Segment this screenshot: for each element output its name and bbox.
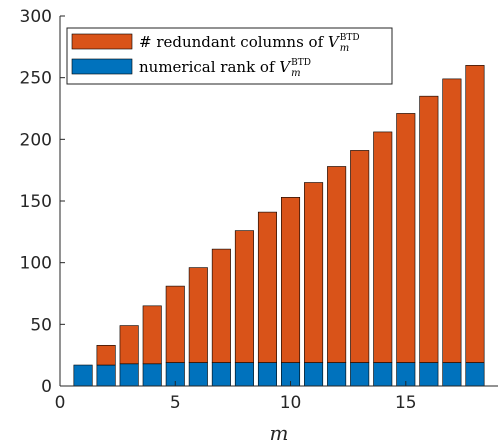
legend-label-rank: numerical rank of VBTD — [139, 58, 311, 76]
bar-redundant-m3 — [119, 325, 139, 365]
bar-redundant-m14 — [373, 131, 393, 363]
bar-redundant-m5 — [165, 285, 185, 363]
bars-layer — [73, 65, 485, 387]
bar-redundant-m11 — [304, 182, 324, 363]
x-tick-label: 15 — [395, 393, 417, 413]
ticks-layer: 0 50 100 150 200 250 300 0 5 10 15 — [20, 7, 417, 413]
bar-rank-m2 — [96, 364, 116, 387]
x-tick-label: 0 — [55, 393, 66, 413]
bar-rank-m14 — [373, 362, 393, 387]
legend-swatch-redundant — [71, 33, 133, 50]
legend-label-redundant: # redundant columns of VBTD — [139, 33, 360, 51]
bar-rank-m3 — [119, 363, 139, 387]
y-tick-label: 50 — [30, 315, 52, 335]
y-tick-label: 200 — [20, 130, 52, 150]
bar-redundant-m4 — [142, 305, 162, 365]
y-tick-label: 0 — [41, 377, 52, 397]
bar-redundant-m10 — [281, 197, 301, 363]
x-tick-label: 5 — [170, 393, 181, 413]
bar-rank-m6 — [188, 362, 208, 387]
bar-redundant-m17 — [442, 78, 462, 363]
bar-rank-m7 — [211, 362, 231, 387]
bar-rank-m9 — [257, 362, 277, 387]
bar-redundant-m12 — [327, 166, 347, 363]
bar-rank-m18 — [465, 362, 485, 387]
bar-rank-m13 — [350, 362, 370, 387]
y-tick-label: 150 — [20, 192, 52, 212]
bar-rank-m17 — [442, 362, 462, 387]
legend-subscript: m — [340, 43, 349, 54]
x-tick-label: 10 — [280, 393, 302, 413]
x-axis-label: m — [270, 421, 289, 445]
bar-redundant-m16 — [419, 95, 439, 363]
bar-rank-m8 — [234, 362, 254, 387]
legend-subscript: m — [291, 68, 300, 79]
y-tick-label: 100 — [20, 254, 52, 274]
bar-redundant-m7 — [211, 248, 231, 363]
bar-redundant-m2 — [96, 344, 116, 366]
bar-rank-m4 — [142, 363, 162, 387]
y-tick-label: 300 — [20, 7, 52, 27]
bar-redundant-m15 — [396, 113, 416, 363]
bar-rank-m16 — [419, 362, 439, 387]
bar-redundant-m18 — [465, 65, 485, 363]
bar-rank-m12 — [327, 362, 347, 387]
bar-redundant-m8 — [234, 230, 254, 363]
bar-redundant-m6 — [188, 267, 208, 363]
bar-redundant-m9 — [257, 211, 277, 363]
bar-rank-m1 — [73, 364, 93, 387]
y-tick-label: 250 — [20, 69, 52, 89]
bar-redundant-m13 — [350, 150, 370, 363]
bar-rank-m11 — [304, 362, 324, 387]
legend-swatch-rank — [71, 58, 133, 75]
